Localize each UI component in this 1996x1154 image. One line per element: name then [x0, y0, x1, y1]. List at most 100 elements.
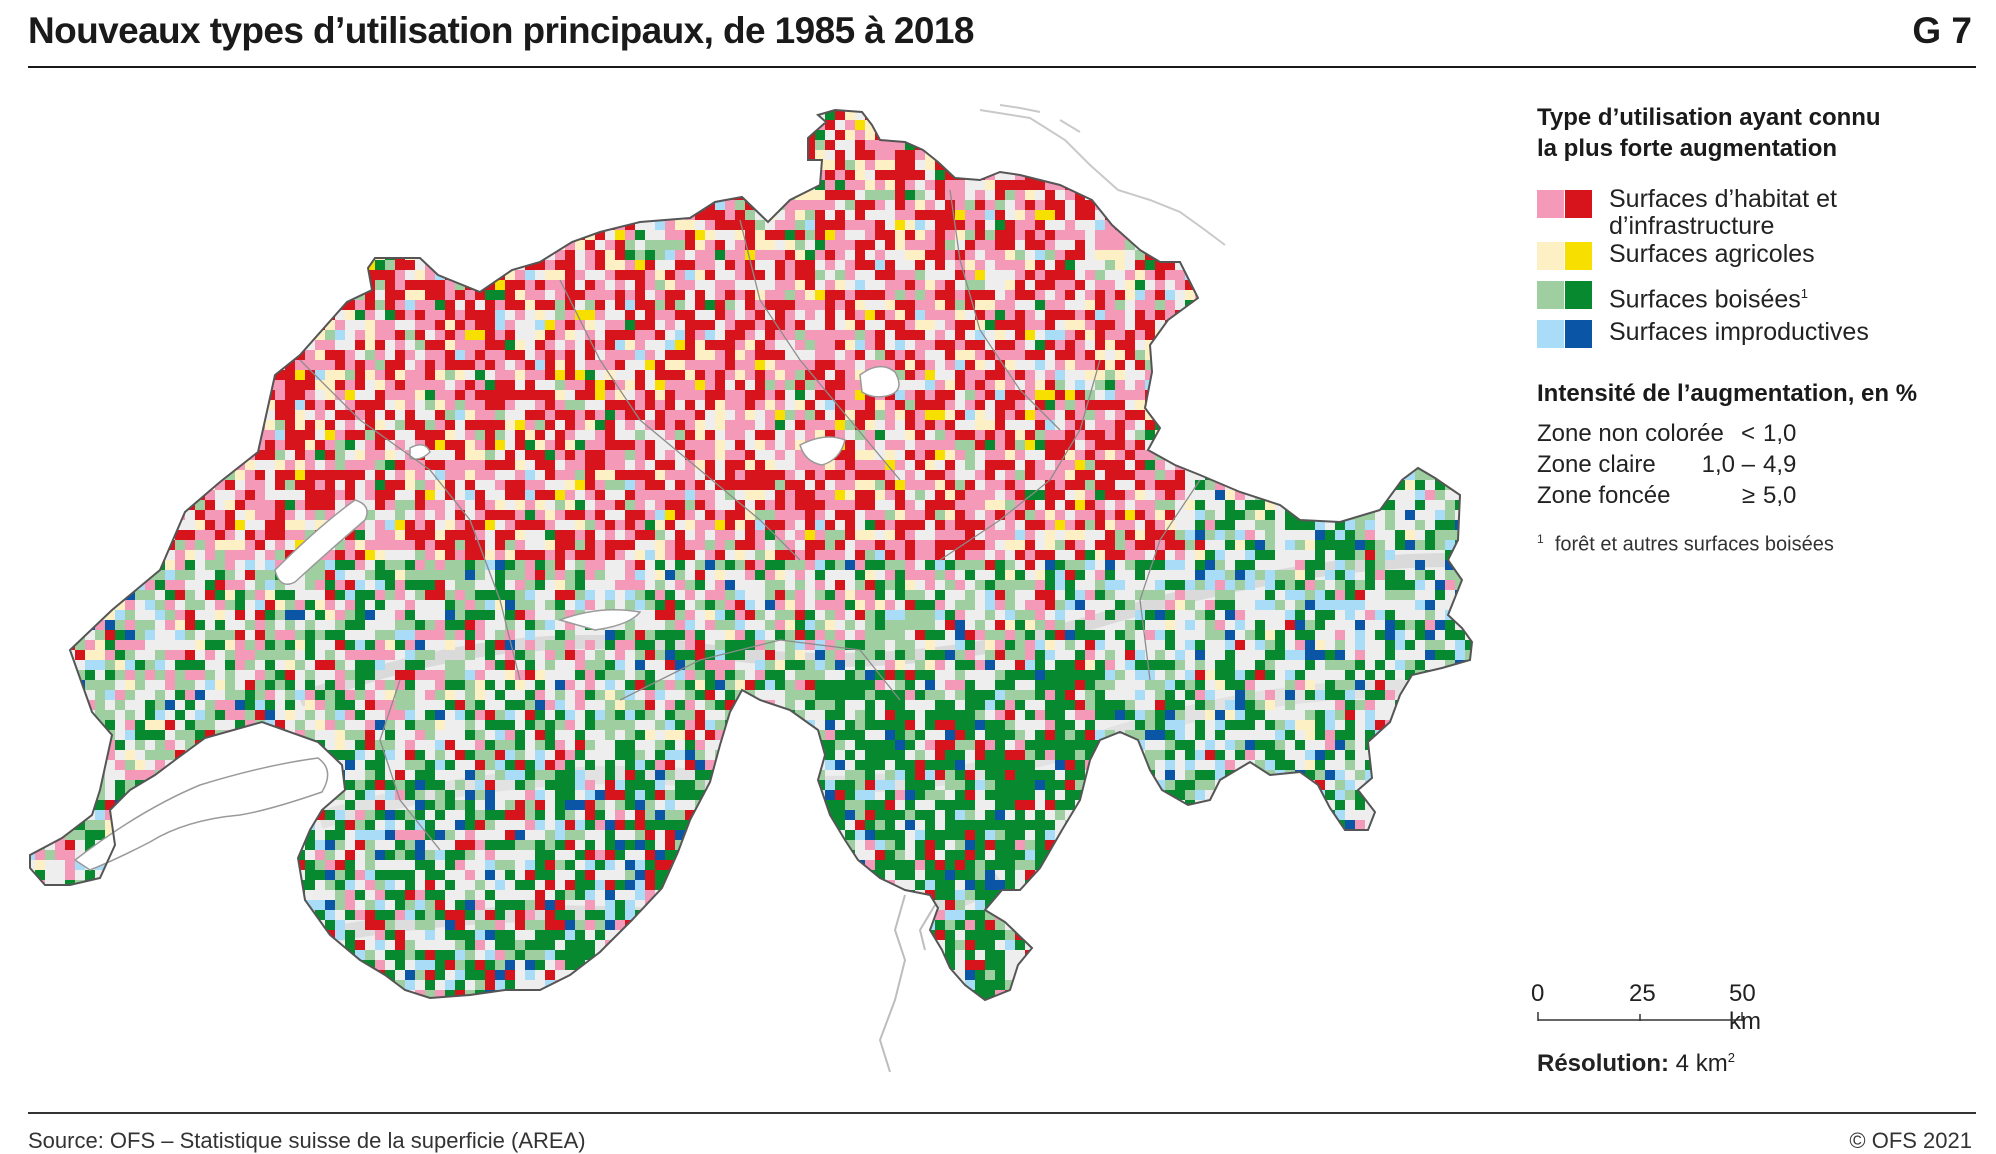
land-use-cell: [355, 300, 365, 310]
land-use-cell: [205, 190, 215, 200]
land-use-cell: [695, 100, 705, 110]
land-use-cell: [1065, 290, 1075, 300]
land-use-cell: [1165, 260, 1175, 270]
land-use-cell: [565, 450, 575, 460]
land-use-cell: [365, 170, 375, 180]
land-use-cell: [215, 110, 225, 120]
land-use-cell: [555, 490, 565, 500]
land-use-cell: [525, 280, 535, 290]
land-use-cell: [445, 160, 455, 170]
land-use-cell: [305, 170, 315, 180]
land-use-cell: [805, 520, 815, 530]
land-use-cell: [1155, 510, 1165, 520]
land-use-cell: [75, 420, 85, 430]
land-use-cell: [95, 130, 105, 140]
land-use-cell: [1075, 450, 1085, 460]
land-use-cell: [1465, 210, 1472, 220]
land-use-cell: [825, 290, 835, 300]
land-use-cell: [885, 170, 895, 180]
land-use-cell: [945, 430, 955, 440]
land-use-cell: [255, 150, 265, 160]
land-use-cell: [515, 230, 525, 240]
land-use-cell: [55, 310, 65, 320]
land-use-cell: [1205, 440, 1215, 450]
land-use-cell: [605, 430, 615, 440]
land-use-cell: [385, 430, 395, 440]
land-use-cell: [1355, 360, 1365, 370]
land-use-cell: [55, 190, 65, 200]
land-use-cell: [35, 390, 45, 400]
land-use-cell: [45, 440, 55, 450]
land-use-cell: [725, 180, 735, 190]
land-use-cell: [1365, 460, 1375, 470]
land-use-cell: [1345, 440, 1355, 450]
land-use-cell: [595, 470, 605, 480]
land-use-cell: [745, 400, 755, 410]
land-use-cell: [1445, 270, 1455, 280]
land-use-cell: [1395, 120, 1405, 130]
land-use-cell: [1015, 180, 1025, 190]
land-use-cell: [765, 460, 775, 470]
land-use-cell: [395, 230, 405, 240]
land-use-cell: [745, 290, 755, 300]
land-use-cell: [1205, 200, 1215, 210]
land-use-cell: [395, 150, 405, 160]
land-use-cell: [895, 480, 905, 490]
land-use-cell: [815, 290, 825, 300]
land-use-cell: [335, 320, 345, 330]
land-use-cell: [1375, 100, 1385, 110]
land-use-cell: [815, 500, 825, 510]
land-use-cell: [1455, 470, 1465, 480]
land-use-cell: [185, 360, 195, 370]
land-use-cell: [835, 290, 845, 300]
land-use-cell: [505, 340, 515, 350]
land-use-cell: [475, 340, 485, 350]
land-use-cell: [605, 150, 615, 160]
land-use-cell: [485, 190, 495, 200]
land-use-cell: [285, 120, 295, 130]
land-use-cell: [975, 120, 985, 130]
land-use-cell: [155, 500, 165, 510]
land-use-cell: [715, 150, 725, 160]
land-use-cell: [325, 480, 335, 490]
land-use-cell: [705, 140, 715, 150]
land-use-cell: [525, 420, 535, 430]
land-use-cell: [1205, 280, 1215, 290]
land-use-cell: [355, 200, 365, 210]
land-use-cell: [915, 310, 925, 320]
land-use-cell: [815, 470, 825, 480]
land-use-cell: [1465, 270, 1472, 280]
land-use-cell: [1295, 220, 1305, 230]
land-use-cell: [95, 270, 105, 280]
land-use-cell: [1235, 510, 1245, 520]
land-use-cell: [85, 310, 95, 320]
land-use-cell: [45, 270, 55, 280]
land-use-cell: [1105, 160, 1115, 170]
land-use-cell: [425, 310, 435, 320]
land-use-cell: [755, 510, 765, 520]
land-use-cell: [525, 390, 535, 400]
land-use-cell: [1445, 240, 1455, 250]
land-use-cell: [1055, 480, 1065, 490]
land-use-cell: [525, 290, 535, 300]
land-use-cell: [675, 500, 685, 510]
land-use-cell: [1325, 330, 1335, 340]
land-use-cell: [485, 260, 495, 270]
land-use-cell: [1155, 140, 1165, 150]
land-use-cell: [1475, 200, 1485, 210]
land-use-cell: [255, 130, 265, 140]
land-use-cell: [385, 300, 395, 310]
land-use-cell: [905, 480, 915, 490]
land-use-cell: [795, 380, 805, 390]
land-use-cell: [425, 370, 435, 380]
land-use-cell: [985, 500, 995, 510]
land-use-cell: [1165, 370, 1175, 380]
land-use-cell: [275, 520, 285, 530]
land-use-cell: [835, 270, 845, 280]
land-use-cell: [525, 210, 535, 220]
land-use-cell: [125, 180, 135, 190]
land-use-cell: [595, 480, 605, 490]
land-use-cell: [565, 470, 575, 480]
land-use-cell: [1445, 410, 1455, 420]
land-use-cell: [595, 390, 605, 400]
